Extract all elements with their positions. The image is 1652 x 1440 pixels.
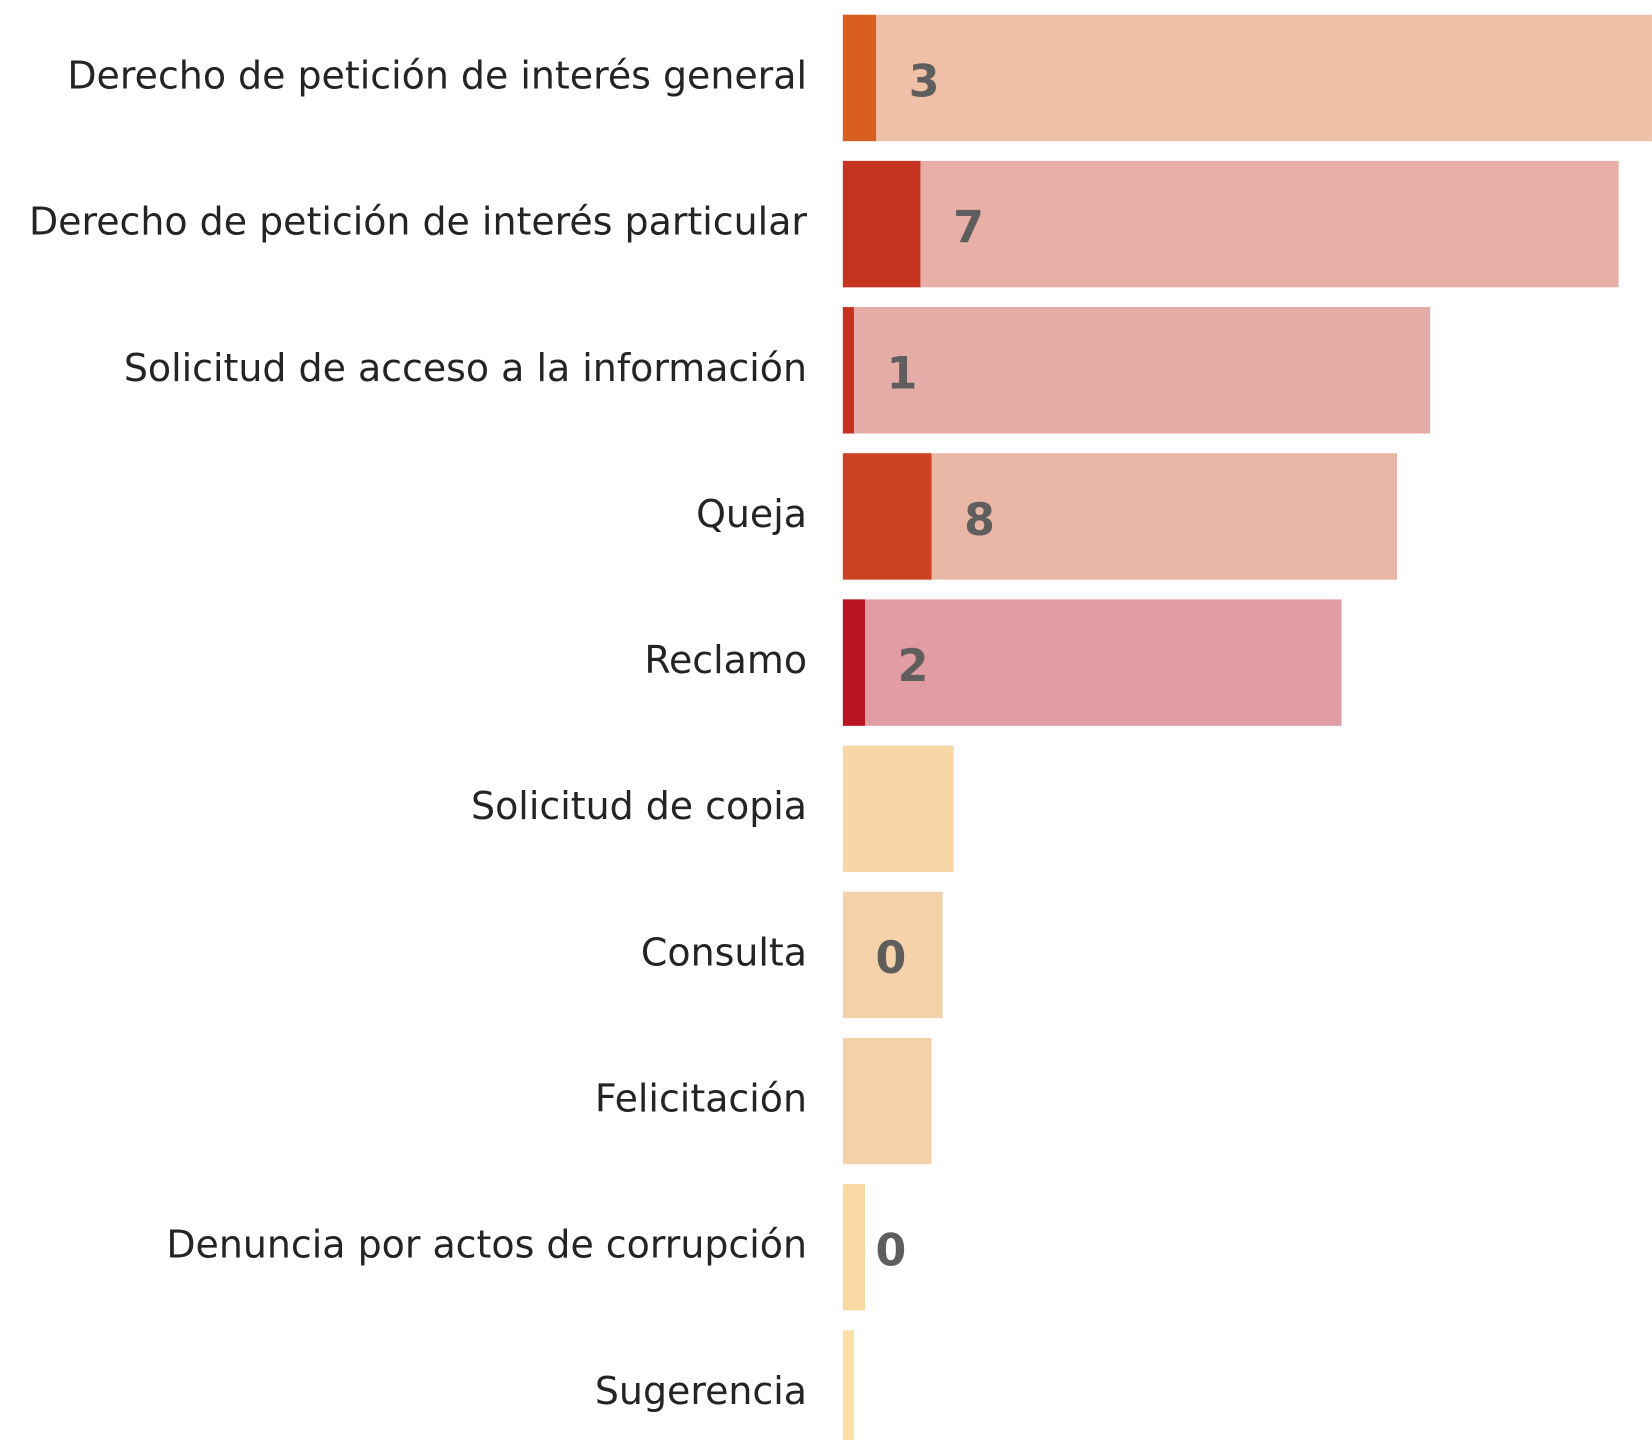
total-bar [842, 160, 1619, 288]
highlight-bar [842, 14, 877, 142]
total-bar [842, 307, 1431, 434]
data-label: 0 [876, 933, 907, 984]
category-label: Denuncia por actos de corrupción [166, 1223, 807, 1267]
category-label: Felicitación [595, 1077, 807, 1121]
category-label: Reclamo [644, 638, 807, 682]
data-label: 0 [876, 1226, 907, 1277]
total-bar [842, 1184, 866, 1311]
total-bar [842, 1330, 854, 1440]
category-label: Queja [696, 492, 807, 536]
highlight-bar [842, 599, 866, 726]
category-label: Derecho de petición de interés particula… [29, 200, 807, 244]
highlight-bar [842, 160, 921, 288]
category-label: Sugerencia [595, 1369, 807, 1413]
total-bar [842, 599, 1342, 726]
category-label: Derecho de petición de interés general [67, 53, 807, 97]
total-bar [842, 891, 943, 1019]
total-bar [842, 453, 1397, 580]
data-label: 2 [898, 641, 929, 692]
highlight-bar [842, 453, 932, 580]
data-label: 3 [909, 56, 940, 107]
highlight-bar [842, 307, 854, 434]
category-label: Consulta [641, 930, 807, 974]
total-bar [842, 14, 1652, 142]
total-bar [842, 1037, 932, 1165]
category-label: Solicitud de acceso a la información [124, 346, 807, 390]
data-label: 8 [964, 495, 995, 546]
category-label: Solicitud de copia [471, 784, 807, 828]
total-bar [842, 745, 954, 872]
data-label: 1 [887, 349, 918, 400]
data-label: 7 [953, 202, 984, 253]
